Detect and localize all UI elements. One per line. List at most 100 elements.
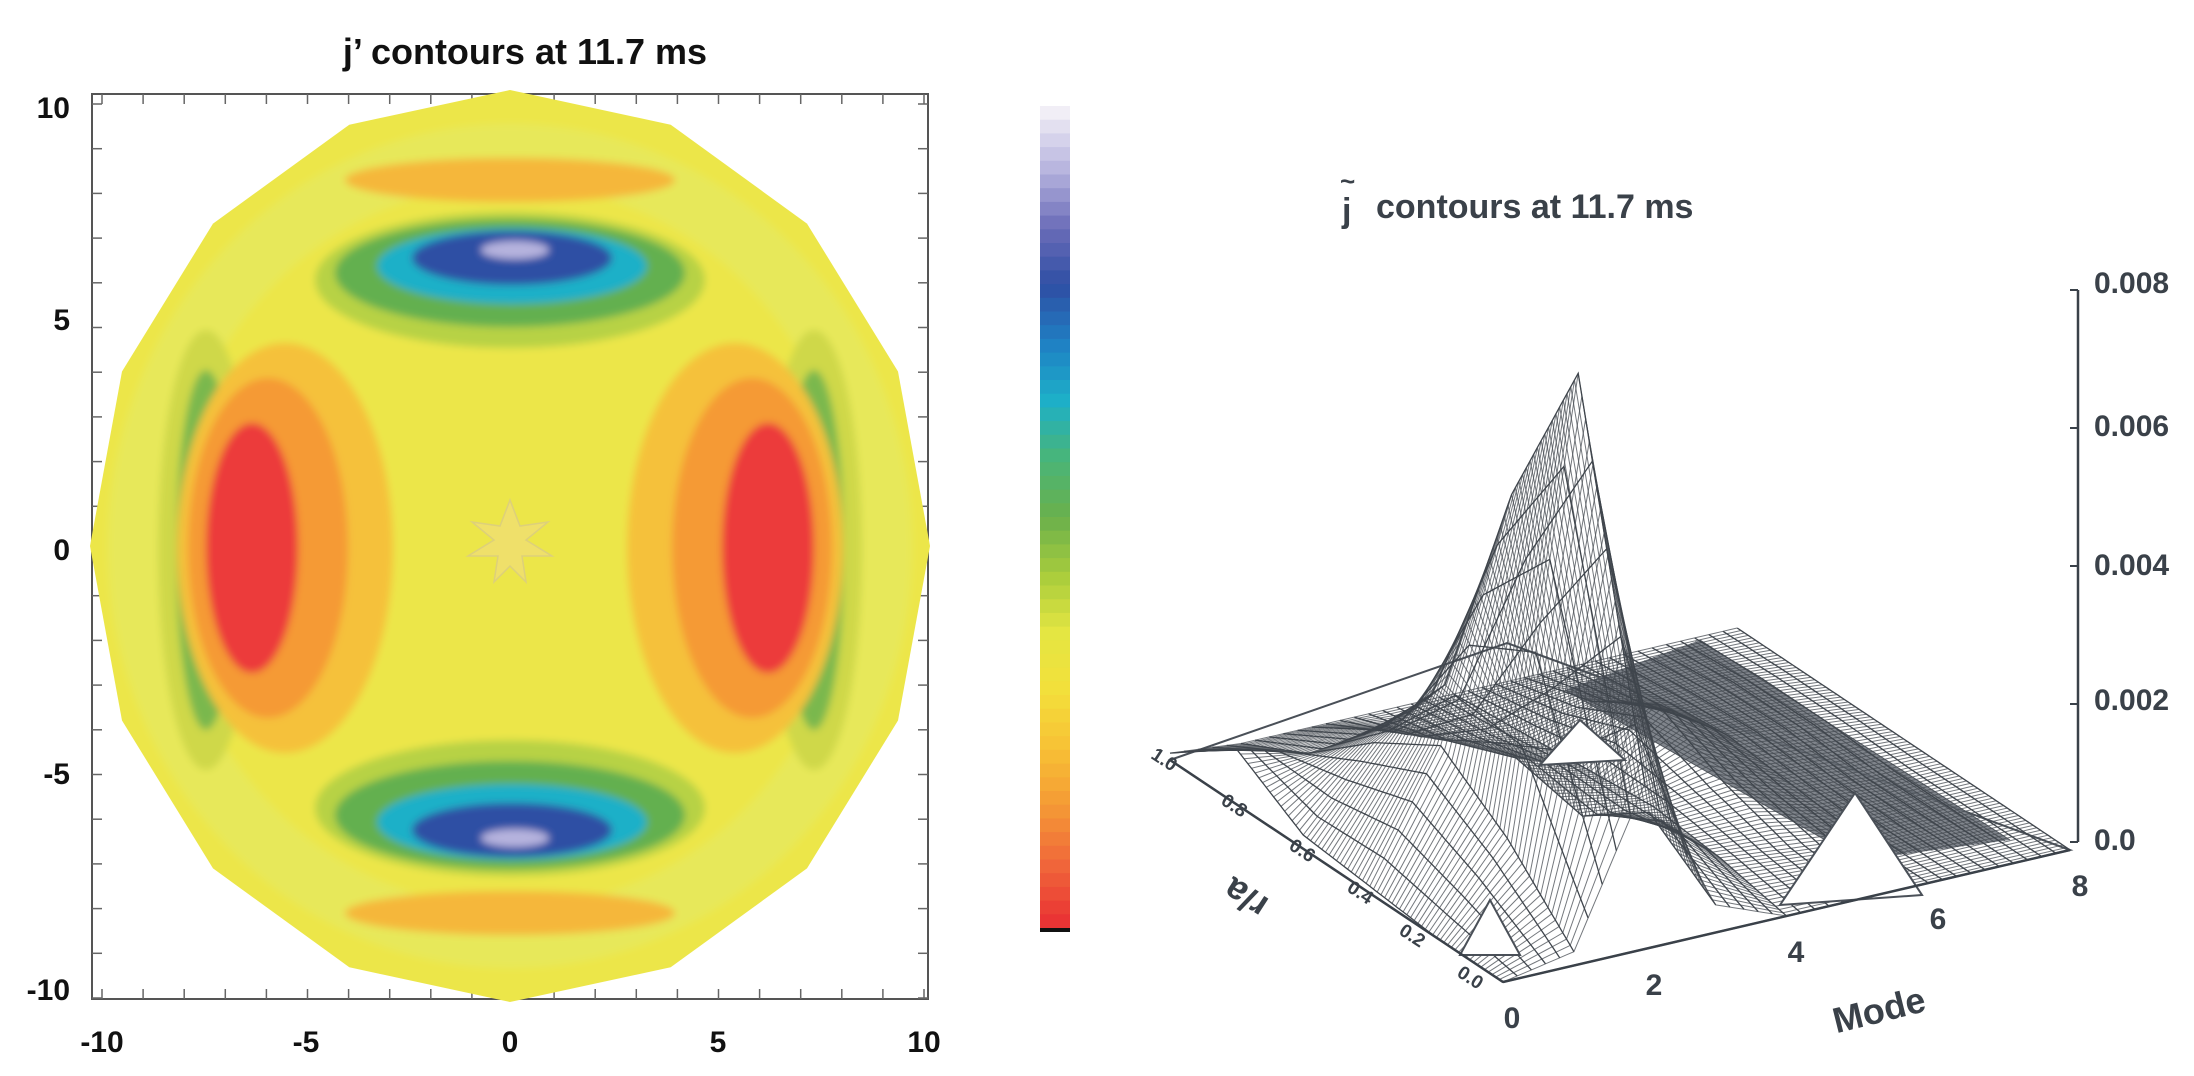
right-lobe-core [722, 423, 814, 673]
shelf-hatch-line [1662, 653, 1969, 846]
mesh-line-mode [1680, 640, 2014, 864]
colorbar-swatch [1040, 160, 1070, 176]
colorbar-swatch [1040, 517, 1070, 532]
colorbar-swatch [1040, 421, 1070, 436]
colorbar-swatch [1040, 174, 1070, 189]
colorbar-swatch [1040, 845, 1070, 861]
mesh-line-mode [1439, 696, 1773, 915]
x-tick-label: 5 [710, 1026, 727, 1059]
top-min-core [481, 241, 549, 259]
mesh-line-mode [1623, 653, 1958, 877]
colorbar-swatch [1040, 352, 1070, 368]
mode-tick-label: 2 [1646, 969, 1663, 1002]
contour-minor-ticks [92, 94, 928, 999]
colorbar-swatch [1040, 558, 1070, 573]
colorbar-swatch [1040, 311, 1070, 326]
colorbar [1040, 106, 1070, 932]
mode-tick-label: 6 [1930, 903, 1947, 936]
contour-field [90, 90, 930, 1002]
mesh-line-mode [1722, 630, 2057, 854]
colorbar-swatch [1040, 133, 1070, 148]
colorbar-swatch [1040, 338, 1070, 354]
colorbar-swatch [1040, 763, 1070, 779]
colorbar-swatch [1040, 325, 1070, 340]
surface-panel: j ~ contours at 11.7 ms 0.008 0.006 0.00… [1147, 166, 2169, 1041]
left-lobe-core [206, 423, 298, 673]
z-tick-label: 0.006 [2094, 410, 2169, 443]
colorbar-swatch [1040, 667, 1070, 683]
mesh-line-mode [1665, 643, 2000, 868]
colorbar-swatch [1040, 791, 1070, 806]
outer-pale-ring [108, 124, 912, 968]
mesh-line-mode [1524, 676, 1858, 901]
r-axis-line [1169, 758, 1504, 984]
mesh-line-mode [1694, 637, 2029, 861]
mode-axis-label: Mode [1828, 979, 1929, 1042]
colorbar-swatch [1040, 886, 1070, 902]
colorbar-swatch [1040, 804, 1070, 820]
colorbar-swatch [1040, 106, 1070, 121]
colorbar-swatch [1040, 708, 1070, 724]
z-tick-label: 0.0 [2094, 824, 2136, 857]
mesh-line-mode [1340, 547, 1674, 833]
bottom-orange-stripe [345, 891, 675, 935]
mesh-line-mode [1255, 694, 1589, 919]
colorbar-swatch [1040, 256, 1070, 272]
mesh-line-mode [1396, 706, 1731, 908]
mode-axis-tick-labels: 0 2 4 6 8 [1504, 870, 2089, 1035]
mode-axis-line [1502, 848, 2071, 984]
colorbar-swatch [1040, 407, 1070, 422]
tent-peak-mode3 [1537, 718, 1628, 767]
mesh-line-mode [1212, 746, 1547, 965]
colorbar-swatch [1040, 544, 1070, 559]
shelf-hatch-line [1667, 651, 1975, 846]
surface-title-symbol: j [1341, 192, 1351, 230]
surface-title-tilde: ~ [1340, 166, 1355, 196]
surface-title: j ~ contours at 11.7 ms [1340, 166, 1693, 230]
tent-peak-mode1 [1458, 897, 1522, 956]
colorbar-swatch [1040, 599, 1070, 614]
colorbar-swatch [1040, 243, 1070, 258]
colorbar-swatch [1040, 749, 1070, 765]
colorbar-swatch [1040, 462, 1070, 477]
contour-panel: j’ contours at 11.7 ms [27, 31, 941, 1059]
colorbar-swatch [1040, 270, 1070, 285]
mesh-line-mode [1410, 703, 1745, 910]
x-tick-label: 0 [502, 1026, 519, 1059]
y-tick-label: -5 [43, 758, 70, 791]
y-tick-label: -10 [27, 974, 70, 1007]
x-tick-label: -5 [293, 1026, 320, 1059]
mesh-line-mode [1495, 683, 1830, 907]
mesh-line-mode [1510, 680, 1844, 904]
colorbar-swatch [1040, 297, 1070, 313]
mesh-line-mode [1736, 627, 2071, 851]
mesh-line-mode [1481, 686, 1816, 910]
contour-y-tick-labels: 10 5 0 -5 -10 [27, 92, 70, 1007]
top-orange-stripe [345, 158, 675, 202]
mesh-line-mode [1382, 709, 1717, 906]
colorbar-swatch [1040, 147, 1070, 162]
colorbar-swatch [1040, 188, 1070, 203]
colorbar-swatch [1040, 571, 1070, 587]
colorbar-swatch [1040, 654, 1070, 669]
y-tick-label: 10 [37, 92, 70, 125]
contour-title: j’ contours at 11.7 ms [342, 31, 707, 72]
mode-tick-label: 0 [1504, 1002, 1521, 1035]
mesh-line-mode [1226, 744, 1561, 959]
z-axis-tick-labels: 0.008 0.006 0.004 0.002 0.0 [2094, 267, 2169, 857]
x-tick-label: -10 [80, 1026, 123, 1059]
colorbar-swatch [1040, 380, 1070, 395]
colorbar-swatch [1040, 393, 1070, 409]
colorbar-swatch [1040, 119, 1070, 135]
colorbar-swatch [1040, 475, 1070, 491]
x-tick-label: 10 [907, 1026, 940, 1059]
colorbar-swatch [1040, 434, 1070, 450]
colorbar-swatch [1040, 530, 1070, 546]
colorbar-swatch [1040, 229, 1070, 244]
mesh-line-mode [1424, 700, 1759, 913]
colorbar-swatch [1040, 914, 1070, 929]
colorbar-swatch [1040, 859, 1070, 874]
shelf-hatch-line [1676, 648, 1985, 844]
colorbar-swatch [1040, 215, 1070, 231]
